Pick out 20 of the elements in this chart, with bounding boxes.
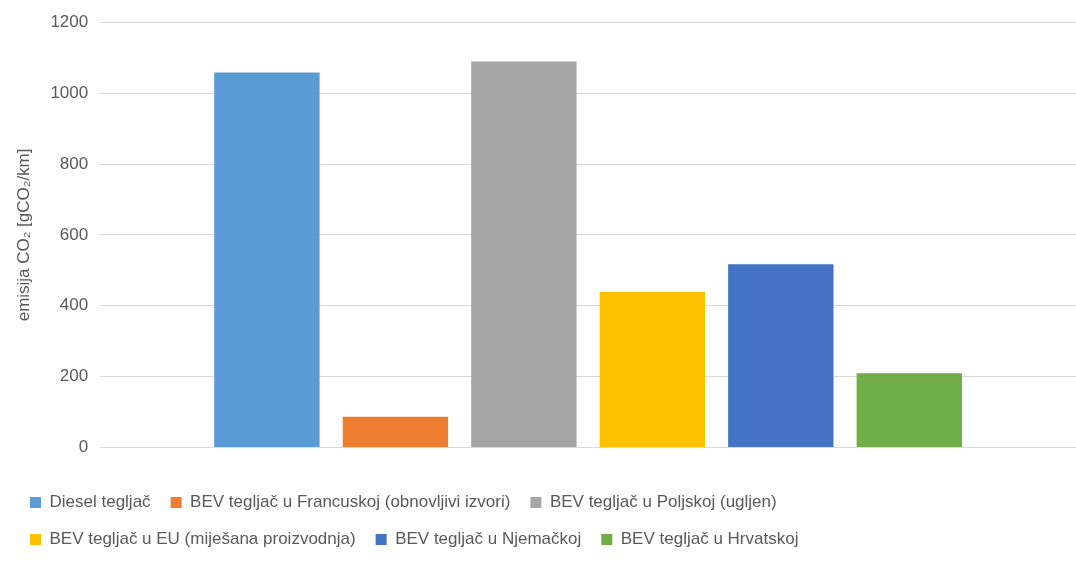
bar xyxy=(599,291,706,448)
y-tick-label: 0 xyxy=(78,437,89,457)
y-tick-label: 1200 xyxy=(50,11,89,31)
legend-label: BEV tegljač u EU (miješana proizvodnja) xyxy=(49,529,356,549)
legend-label: BEV tegljač u Njemačkoj xyxy=(395,529,582,549)
y-tick-label: 200 xyxy=(59,366,89,386)
legend-label: BEV tegljač u Poljskoj (ugljen) xyxy=(549,492,777,512)
y-tick-label: 400 xyxy=(59,295,89,315)
bar xyxy=(214,72,320,448)
y-tick-label: 1000 xyxy=(50,82,89,102)
bar xyxy=(342,416,449,448)
y-axis-title: emisija CO₂ [gCO₂/km] xyxy=(13,148,33,322)
legend-label: BEV tegljač u Hrvatskoj xyxy=(620,529,799,549)
bar xyxy=(471,61,577,448)
bar xyxy=(856,373,962,448)
y-tick-label: 600 xyxy=(59,224,89,244)
legend-label: BEV tegljač u Francuskoj (obnovljivi izvori) xyxy=(190,492,511,512)
bar xyxy=(728,264,834,448)
y-tick-label: 800 xyxy=(59,153,89,173)
legend-label: Diesel tegljač xyxy=(49,492,152,512)
